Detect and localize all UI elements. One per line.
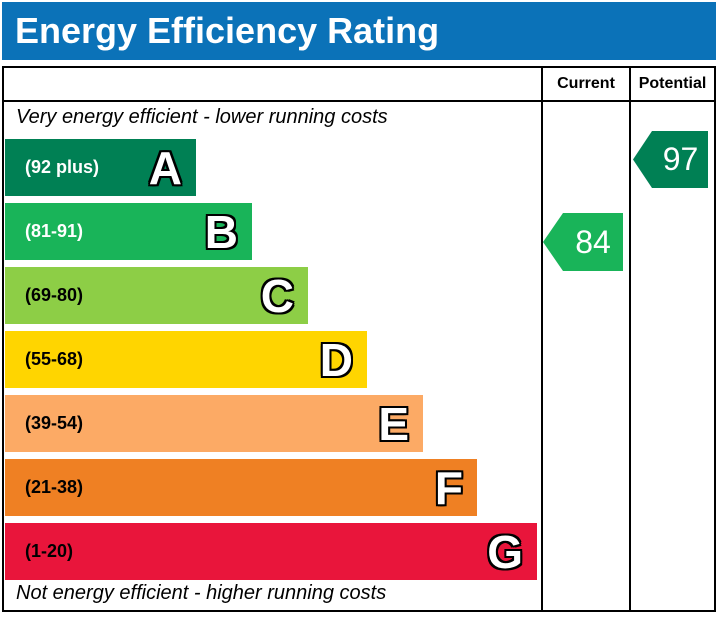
potential-rating-arrow: 97	[633, 131, 708, 188]
top-caption: Very energy efficient - lower running co…	[16, 106, 388, 128]
current-column-divider	[541, 66, 543, 612]
chart-title: Energy Efficiency Rating	[15, 10, 440, 51]
potential-column-header: Potential	[638, 75, 707, 92]
band-b-letter: B	[204, 205, 238, 258]
band-d-letter: D	[319, 333, 353, 386]
potential-arrow-shape-icon	[633, 131, 708, 188]
band-g-letter: G	[487, 525, 523, 578]
band-e-letter: E	[378, 397, 409, 450]
current-rating-value: 84	[575, 223, 611, 260]
chart-border-frame	[2, 66, 716, 612]
band-c: (69-80) C	[5, 267, 308, 324]
band-a-range-label: (92 plus)	[25, 157, 100, 177]
band-b: (81-91) B	[5, 203, 252, 260]
band-c-letter: C	[260, 269, 294, 322]
band-g-range-label: (1-20)	[25, 541, 74, 561]
current-column-header: Current	[557, 75, 615, 92]
header-row-divider	[2, 100, 716, 102]
potential-rating-value: 97	[662, 141, 699, 177]
band-d-range-label: (55-68)	[25, 349, 84, 369]
bottom-caption: Not energy efficient - higher running co…	[16, 582, 387, 604]
band-b-range-label: (81-91)	[25, 221, 84, 241]
potential-column-divider	[629, 66, 631, 612]
band-f-range-label: (21-38)	[25, 477, 84, 497]
band-g: (1-20) G	[5, 523, 537, 580]
current-arrow-shape-icon	[543, 213, 623, 271]
band-a: (92 plus) A	[5, 139, 196, 196]
band-e: (39-54) E	[5, 395, 423, 452]
band-e-range-label: (39-54)	[25, 413, 84, 433]
current-rating-arrow: 84	[543, 213, 623, 271]
band-f-letter: F	[434, 461, 463, 514]
chart-title-bar: Energy Efficiency Rating	[2, 2, 716, 60]
band-f: (21-38) F	[5, 459, 477, 516]
band-d: (55-68) D	[5, 331, 367, 388]
band-a-letter: A	[148, 141, 182, 194]
band-c-range-label: (69-80)	[25, 285, 84, 305]
